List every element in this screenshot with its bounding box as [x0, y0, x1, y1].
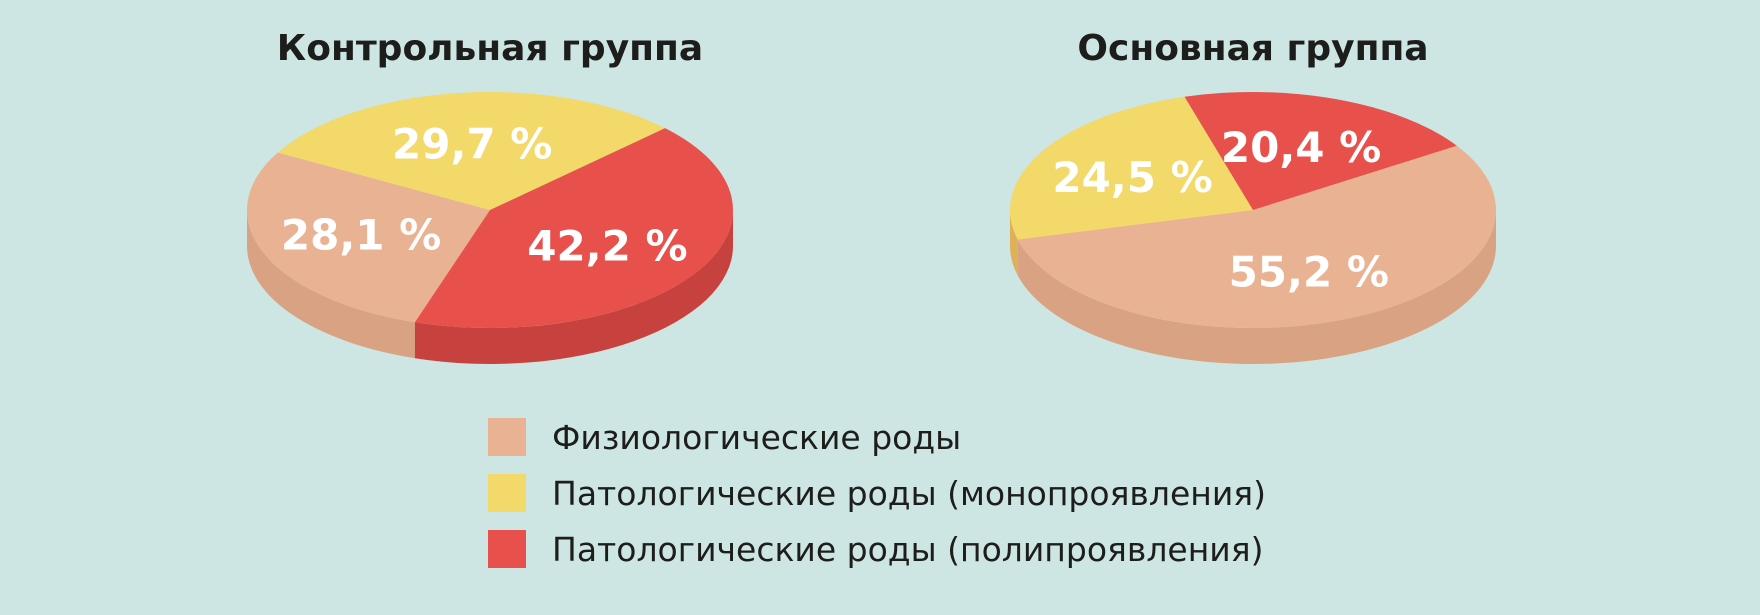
pie-main-side-pathological-mono: [1010, 210, 1018, 276]
pie-control-slice-pathological-poly: [414, 128, 733, 328]
legend-label-pathological-mono: Патологические роды (монопроявления): [552, 473, 1267, 513]
pie-main-slice-physiological: [1017, 145, 1497, 328]
pie-main-value-label-pathological-mono: 24,5 %: [1052, 153, 1212, 202]
legend-swatch-pathological-mono: [488, 474, 526, 512]
pie-main-slice-pathological-poly: [1184, 91, 1457, 210]
legend-label-physiological: Физиологические роды: [552, 417, 962, 457]
pie-control-value-label-pathological-mono: 29,7 %: [392, 119, 552, 168]
pie-control-value-label-pathological-poly: 42,2 %: [527, 222, 687, 271]
pie-main-side-physiological: [1017, 210, 1496, 364]
pie-control: 28,1 % 29,7 % 42,2 % Контрольная группа: [247, 28, 733, 364]
pie-control-slice-pathological-mono: [277, 91, 666, 210]
legend-swatch-pathological-poly: [488, 530, 526, 568]
pie-main-slice-pathological-mono: [1010, 96, 1253, 240]
legend-label-pathological-poly: Патологические роды (полипроявления): [552, 529, 1264, 569]
legend-item-pathological-poly: Патологические роды (полипроявления): [488, 529, 1266, 569]
pie-main-value-label-pathological-poly: 20,4 %: [1221, 123, 1381, 172]
pie-control-slice-physiological: [247, 152, 490, 323]
legend-item-physiological: Физиологические роды: [488, 417, 1266, 457]
legend: Физиологические роды Патологические роды…: [488, 418, 1266, 586]
pie-charts: 28,1 % 29,7 % 42,2 % Контрольная группа 55,2…: [247, 28, 1497, 364]
legend-swatch-physiological: [488, 418, 526, 456]
pie-main-title: Основная группа: [1077, 28, 1428, 69]
legend-item-pathological-mono: Патологические роды (монопроявления): [488, 473, 1267, 513]
pie-control-side-pathological-poly: [414, 210, 733, 364]
pie-control-side-physiological: [247, 210, 415, 359]
pie-main-value-label-physiological: 55,2 %: [1229, 248, 1389, 297]
pie-control-title: Контрольная группа: [277, 28, 703, 69]
pie-control-value-label-physiological: 28,1 %: [281, 211, 441, 260]
pie-main: 55,2 % 24,5 %20,4 % Основная группа: [1010, 28, 1497, 364]
